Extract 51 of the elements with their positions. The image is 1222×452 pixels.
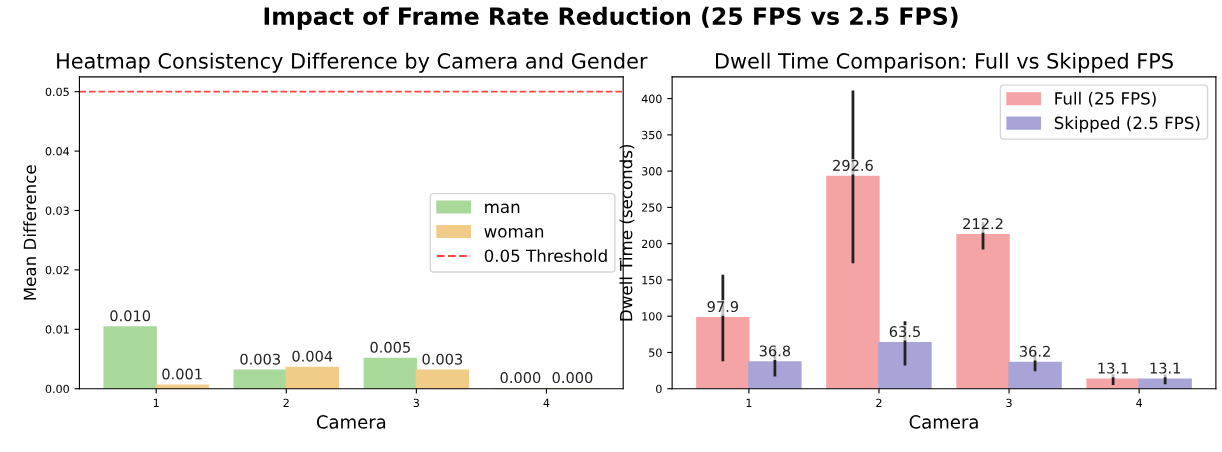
data-label: 63.5: [889, 326, 920, 338]
legend-label: Skipped (2.5 FPS): [1054, 116, 1200, 133]
y-tick-label: 0.04: [45, 147, 70, 156]
x-tick-label: 2: [876, 398, 882, 407]
y-tick-label: 100: [642, 312, 662, 321]
data-label: 13.1: [1098, 362, 1129, 374]
x-tick-label: 3: [1006, 398, 1012, 408]
data-label: 212.2: [963, 218, 1003, 229]
y-tick-label: 0.00: [45, 384, 69, 394]
data-label: 0.000: [500, 372, 541, 384]
y-tick-label: 350: [642, 130, 662, 140]
y-tick-label: 250: [642, 203, 662, 212]
y-tick-label: 300: [642, 167, 662, 176]
x-tick-label: 1: [153, 398, 159, 407]
chart-title: Dwell Time Comparison: Full vs Skipped FPS: [716, 52, 1173, 73]
data-label: 0.004: [292, 350, 333, 362]
x-tick-label: 1: [746, 398, 752, 407]
data-label: 13.1: [1150, 362, 1181, 374]
y-tick-label: 50: [649, 348, 662, 357]
x-axis-title: Camera: [316, 415, 386, 429]
y-tick-label: 0.05: [45, 87, 69, 97]
data-label: 0.003: [422, 353, 463, 365]
y-axis-title: Mean Difference: [23, 165, 37, 300]
x-tick-label: 2: [283, 398, 289, 407]
data-label: 0.010: [110, 310, 151, 322]
x-tick-label: 4: [543, 398, 550, 407]
y-tick-label: 150: [642, 275, 662, 285]
legend-label: man: [485, 203, 520, 214]
y-tick-label: 400: [641, 94, 662, 103]
data-label: 36.2: [1019, 345, 1050, 357]
data-label: 36.8: [759, 345, 791, 357]
data-label: 292.6: [833, 159, 873, 171]
y-tick-label: 0: [656, 384, 662, 394]
y-tick-label: 0.01: [45, 325, 69, 334]
chart-title: Heatmap Consistency Difference by Camera and Gender: [57, 52, 648, 73]
data-label: 0.000: [552, 372, 593, 384]
data-label: 0.003: [240, 353, 280, 365]
y-tick-label: 200: [642, 239, 662, 249]
text: Impact of Frame Rate Reduction (25 FPS vs 2.5 FPS): [264, 6, 958, 30]
x-tick-label: 3: [413, 398, 419, 408]
legend-label: woman: [484, 228, 544, 238]
x-axis-title: Camera: [909, 415, 978, 429]
data-label: 97.9: [707, 301, 739, 313]
y-tick-label: 0.03: [45, 206, 69, 215]
y-tick-label: 0.02: [45, 265, 69, 275]
data-label: 0.001: [162, 368, 202, 380]
legend-label: Full (25 FPS): [1055, 91, 1156, 107]
data-label: 0.005: [370, 341, 410, 353]
legend-label: 0.05 Threshold: [484, 249, 607, 263]
x-tick-label: 4: [1136, 398, 1143, 407]
y-axis-title: Dwell Time (seconds): [619, 144, 635, 321]
